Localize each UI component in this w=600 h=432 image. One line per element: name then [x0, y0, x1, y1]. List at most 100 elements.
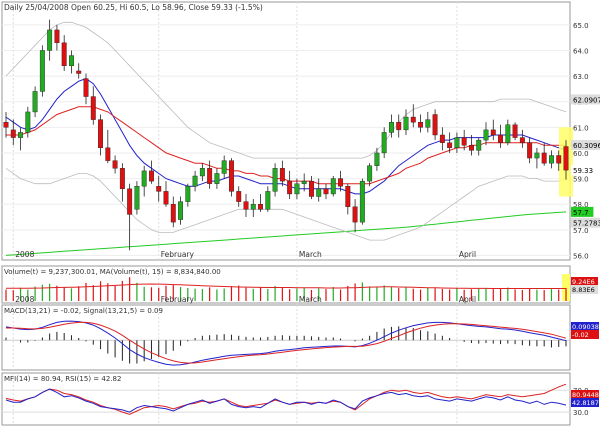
x-tick-label-vol-2: March	[299, 295, 322, 304]
candle-body	[352, 206, 358, 223]
macd-tag-box-1	[571, 330, 599, 339]
price-tick-4: 60.0	[573, 150, 589, 158]
mfi-rsi-plot	[2, 383, 570, 415]
candle-body	[192, 175, 198, 187]
macd-line	[5, 320, 567, 366]
volume-tag-box-1	[571, 285, 598, 294]
candle-body	[178, 201, 183, 220]
candle-body	[250, 203, 256, 210]
candle-body	[563, 146, 569, 171]
candle-body	[54, 29, 60, 43]
volume-tag-1: 8.83E6	[572, 286, 595, 294]
candle-body	[527, 142, 533, 159]
volume-tag-box-0	[571, 277, 598, 286]
candle-body	[127, 188, 133, 215]
candle-body	[18, 132, 23, 138]
macd-panel-frame	[1, 304, 571, 371]
candle-body	[47, 29, 53, 51]
candle-body	[265, 191, 271, 210]
candle-body	[228, 160, 234, 192]
candle-body	[236, 191, 242, 202]
candle-body	[323, 188, 329, 195]
candle-body	[39, 50, 45, 92]
candle-body	[345, 186, 351, 207]
candle-body	[330, 178, 336, 195]
candle-body	[119, 168, 125, 190]
candle-body	[439, 134, 445, 143]
x-tick-label-3: April	[459, 250, 476, 259]
macd-tag-1: -0.02	[572, 331, 589, 339]
volume-tag-0: 9.24E6	[572, 278, 595, 286]
candle-body	[461, 137, 467, 146]
price-tick-5: 61.0	[573, 124, 589, 132]
candle-body	[170, 203, 176, 223]
x-tick-label-1: February	[161, 250, 195, 259]
candle-body	[483, 129, 489, 141]
candle-body	[454, 137, 460, 149]
macd-plot	[2, 320, 570, 366]
price-tag-0: 62.0907	[573, 96, 600, 104]
x-tick-label-2: March	[299, 250, 322, 259]
candle-body	[316, 188, 322, 197]
mfi-tag-1: 42.8187	[572, 399, 599, 407]
candle-body	[83, 78, 89, 97]
axis-labels: 2008 2008 February February March March April A…	[15, 22, 600, 417]
candle-body	[359, 180, 365, 223]
candle-body	[32, 91, 38, 113]
price-tag-box-2	[571, 165, 598, 176]
candle-body	[207, 168, 213, 184]
candle-body	[214, 173, 220, 184]
rsi-line	[5, 388, 567, 413]
candle-body	[396, 121, 402, 131]
macd-tag-0: 0.090388	[572, 323, 600, 331]
band_upper-line	[5, 21, 567, 159]
macd-tag-box-0	[571, 322, 599, 331]
price-panel-frame	[1, 1, 571, 261]
candle-body	[141, 170, 147, 187]
candle-body	[432, 114, 438, 136]
price-tag-box-3	[571, 206, 594, 217]
candle-body	[556, 155, 562, 164]
candle-body	[112, 160, 118, 169]
x-tick-label-vol-0: 2008	[15, 295, 34, 304]
candle-body	[498, 134, 504, 143]
candle-body	[61, 42, 67, 67]
band_lower-line	[5, 167, 567, 241]
candle-body	[549, 155, 554, 164]
ma_200-line	[5, 211, 567, 256]
volume-panel-frame	[1, 265, 571, 304]
candle-body	[476, 139, 482, 151]
candle-body	[199, 168, 205, 177]
candle-body	[469, 145, 474, 151]
price-tick-0: 56.0	[573, 252, 589, 260]
candle-body	[76, 70, 82, 74]
candle-body	[309, 180, 314, 197]
candle-body	[243, 201, 249, 210]
candle-body	[541, 152, 547, 164]
x-tick-label-vol-3: April	[459, 295, 476, 304]
price-tick-3: 59.0	[573, 176, 589, 184]
candle-body	[3, 121, 9, 128]
candle-body	[410, 116, 416, 123]
price-tick-9: 65.0	[573, 22, 589, 30]
x-tick-label-0: 2008	[15, 250, 34, 259]
candle-body	[425, 119, 431, 128]
price-tag-4: 57.2783	[573, 220, 600, 228]
candle-body	[367, 165, 373, 182]
candle-body	[163, 191, 169, 205]
candle-body	[134, 186, 140, 210]
candle-body	[185, 186, 191, 202]
mfi-tag-box-1	[571, 398, 599, 407]
price-tag-box-0	[571, 94, 600, 105]
candle-body	[98, 119, 103, 149]
mfi-rsi-panel-frame	[1, 372, 571, 426]
candle-body	[272, 168, 278, 192]
mfi-tag-box-0	[571, 390, 599, 399]
volume-panel-title: Volume(t) = 9,237,300.01, MA(Volume(t), …	[4, 268, 221, 276]
volume-plot	[5, 274, 570, 301]
price-tag-1: 60.3096	[573, 142, 600, 150]
ma_short-line	[5, 78, 567, 195]
mfi-tag-0: 80.9448	[572, 391, 599, 399]
